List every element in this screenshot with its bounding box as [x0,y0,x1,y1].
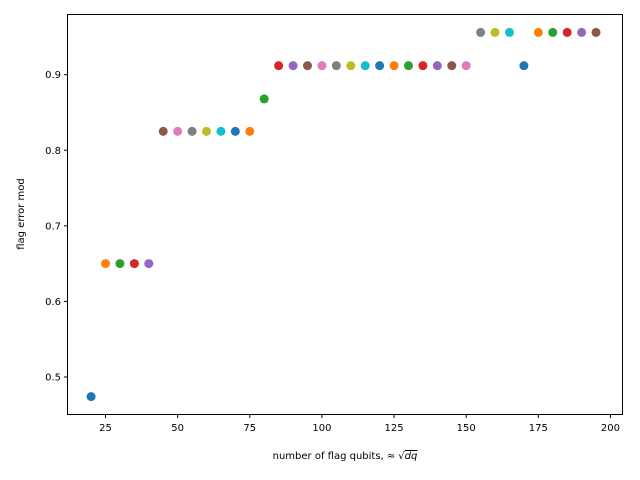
x-tick-label: 50 [171,423,184,434]
sqrt-symbol: √ [398,451,405,462]
data-point [216,126,226,136]
data-point [548,27,558,37]
data-point [288,61,298,71]
data-point [375,61,385,71]
y-tick-label: 0.7 [45,221,61,232]
y-tick-label: 0.6 [45,297,61,308]
data-point [158,126,168,136]
data-point [230,126,240,136]
data-point [331,61,341,71]
data-point [86,392,96,402]
data-point [115,259,125,269]
data-point [274,61,284,71]
data-point [187,126,197,136]
y-tick-label: 0.5 [45,372,61,383]
data-points [86,27,601,402]
data-point [432,61,442,71]
x-tick-label: 125 [385,423,404,434]
data-point [519,61,529,71]
x-tick-label: 175 [529,423,548,434]
x-tick-label: 100 [312,423,331,434]
data-point [591,27,601,37]
data-point [476,27,486,37]
data-point [129,259,139,269]
data-point [360,61,370,71]
x-tick-label: 150 [457,423,476,434]
data-point [259,94,269,104]
data-point [245,126,255,136]
data-point [302,61,312,71]
data-point [403,61,413,71]
x-axis-label-text: number of flag qubits, [273,451,387,462]
data-point [317,61,327,71]
data-point [173,126,183,136]
data-point [562,27,572,37]
data-point [461,61,471,71]
x-axis-ticks: 25 50 75 100 125 150 175 200 [99,414,620,434]
data-point [144,259,154,269]
data-point [490,27,500,37]
data-point [346,61,356,71]
x-tick-label: 200 [601,423,620,434]
data-point [533,27,543,37]
data-point [447,61,457,71]
approx-symbol: ≈ [387,451,395,462]
x-tick-label: 75 [243,423,256,434]
y-axis-label: flag error mod [16,178,27,250]
data-point [389,61,399,71]
data-point [504,27,514,37]
y-tick-label: 0.9 [45,70,61,81]
y-tick-label: 0.8 [45,146,61,157]
data-point [577,27,587,37]
x-axis-label: number of flag qubits, ≈ √dq [273,451,418,462]
plot-frame [67,14,623,415]
y-axis-ticks: 0.5 0.6 0.7 0.8 0.9 [45,70,68,383]
x-tick-label: 25 [99,423,112,434]
data-point [101,259,111,269]
data-point [202,126,211,136]
x-axis-label-radicand: dq [405,451,418,462]
data-point [418,61,428,71]
